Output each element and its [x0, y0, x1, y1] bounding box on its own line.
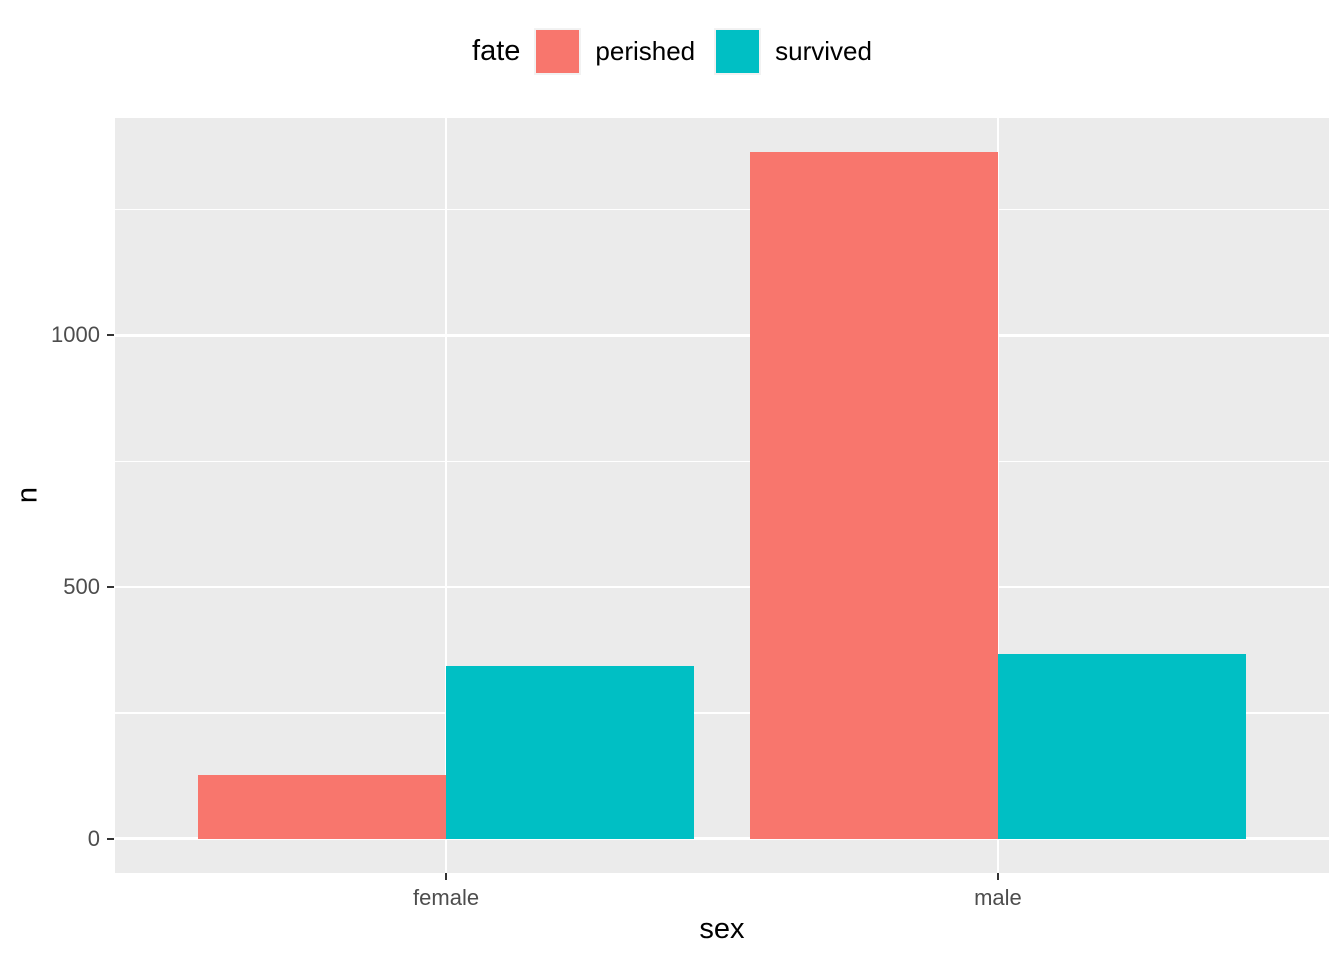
x-tick-label: female: [413, 885, 480, 910]
y-tick-label: 0: [87, 825, 100, 851]
gridline-major: [115, 334, 1329, 337]
legend-label: perished: [595, 36, 696, 66]
x-tick-label: male: [974, 885, 1022, 910]
bar-female-perished: [197, 775, 447, 839]
y-tick-label: 1000: [51, 322, 100, 348]
legend-item-survived: survived: [714, 28, 872, 75]
x-axis-title: sex: [699, 913, 745, 945]
legend-item-perished: perished: [534, 28, 695, 75]
legend-key-icon: [714, 28, 762, 75]
plot-panel: [115, 118, 1329, 873]
gridline-minor: [115, 712, 1329, 714]
gridline-minor: [115, 460, 1329, 463]
bar-male-survived: [997, 654, 1247, 839]
y-tick-mark: [107, 586, 114, 589]
legend-swatch-perished: [536, 30, 580, 73]
legend-items: perished survived: [534, 28, 872, 75]
y-axis-title: n: [11, 486, 44, 504]
y-tick-label: 500: [63, 574, 100, 600]
y-tick-mark: [107, 837, 114, 840]
legend-key-icon: [534, 28, 582, 75]
gridline-major: [115, 837, 1329, 840]
x-tick-mark: [996, 873, 999, 880]
y-tick-mark: [107, 334, 114, 337]
bar-female-survived: [446, 665, 695, 839]
bar-male-perished: [749, 152, 998, 839]
legend-title: fate: [472, 35, 521, 67]
gridline-major-vertical: [444, 118, 448, 873]
legend-label: survived: [775, 36, 872, 66]
legend: fate perished survived: [0, 28, 1344, 75]
gridline-major: [115, 585, 1329, 589]
legend-swatch-survived: [716, 30, 760, 73]
gridline-minor: [115, 208, 1329, 211]
gridline-major-vertical: [996, 118, 1000, 873]
x-tick-mark: [445, 873, 448, 880]
